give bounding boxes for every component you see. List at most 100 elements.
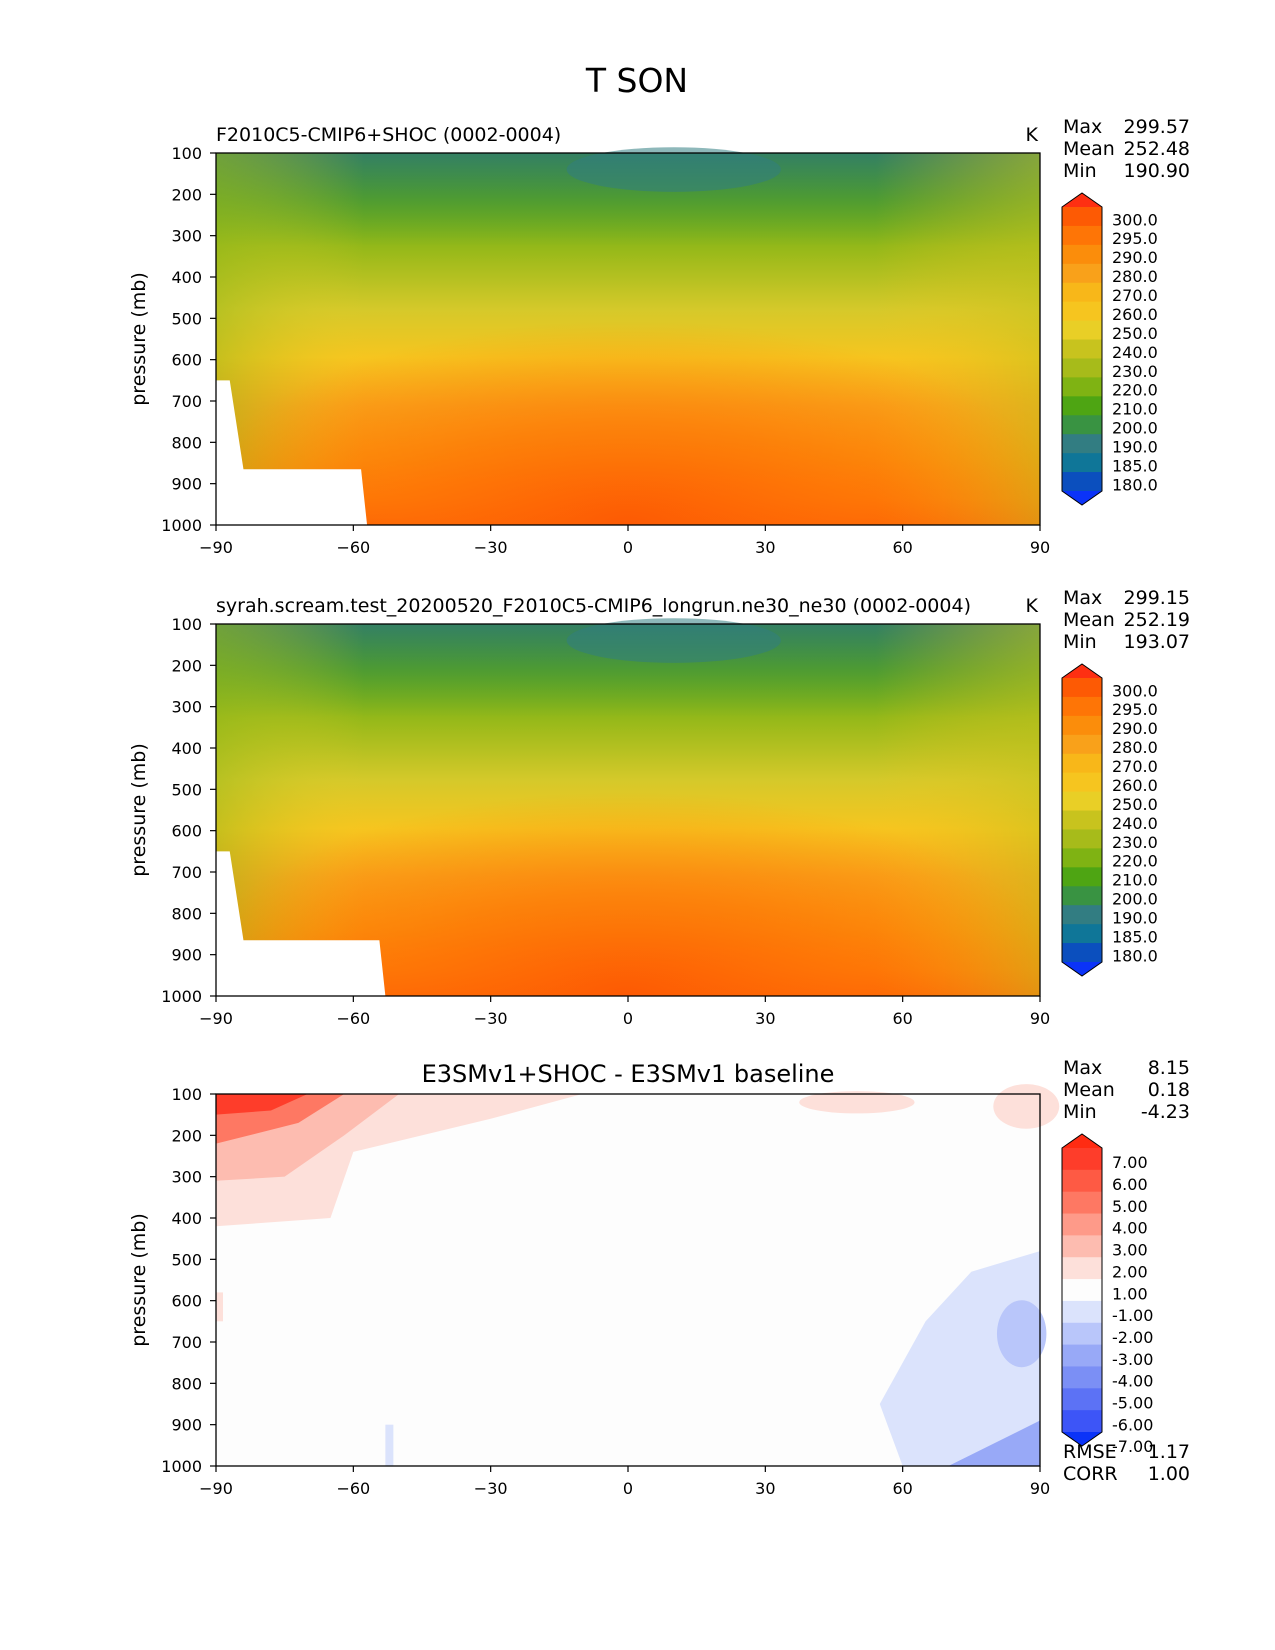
colorbar-segment <box>1062 415 1102 435</box>
colorbar-segment <box>1062 829 1102 849</box>
colorbar-segment <box>1062 207 1102 227</box>
x-tick-label: 90 <box>1030 538 1050 557</box>
units-label: K <box>1026 595 1039 617</box>
colorbar-level: 230.0 <box>1112 362 1158 381</box>
colorbar-segment <box>1062 244 1102 265</box>
units-label: K <box>1026 124 1039 146</box>
colorbar-segment <box>1062 1366 1102 1389</box>
colorbar-level: 270.0 <box>1112 757 1158 776</box>
colorbar-segment <box>1062 734 1102 755</box>
y-tick-label: 400 <box>171 1209 202 1228</box>
chart-panel-2: syrah.scream.test_20200520_F2010C5-CMIP6… <box>128 587 1190 1028</box>
positive-anomaly-north <box>993 1084 1060 1129</box>
colorbar-segment <box>1062 1257 1102 1280</box>
y-tick-label: 200 <box>171 1126 202 1145</box>
colorbar-level: 250.0 <box>1112 795 1158 814</box>
colorbar-segment <box>1062 263 1102 284</box>
chart-panel-3: E3SMv1+SHOC - E3SMv1 baseline10020030040… <box>128 1057 1190 1498</box>
y-tick-label: 400 <box>171 268 202 287</box>
colorbar-segment <box>1062 905 1102 925</box>
x-tick-label: −60 <box>336 538 370 557</box>
colorbar-segment <box>1062 791 1102 812</box>
colorbar-segment <box>1062 943 1102 963</box>
stat-label: Min <box>1063 160 1097 182</box>
y-axis-label: pressure (mb) <box>128 272 150 406</box>
colorbar-level: 190.0 <box>1112 909 1158 928</box>
page-title: T SON <box>585 61 688 100</box>
y-tick-label: 1000 <box>161 516 202 535</box>
colorbar-level: 4.00 <box>1112 1219 1148 1238</box>
colorbar-max-extension <box>1062 1134 1102 1148</box>
colorbar-min-extension <box>1062 1432 1102 1446</box>
colorbar-segment <box>1062 1388 1102 1411</box>
y-tick-label: 900 <box>171 946 202 965</box>
colorbar-level: 200.0 <box>1112 890 1158 909</box>
stat-value: 0.18 <box>1148 1079 1190 1101</box>
y-tick-label: 200 <box>171 185 202 204</box>
colorbar-segment <box>1062 924 1102 944</box>
colorbar-min-extension <box>1062 962 1102 976</box>
x-tick-label: −60 <box>336 1479 370 1498</box>
colorbar-level: 1.00 <box>1112 1284 1148 1303</box>
negative-anomaly-light <box>879 1251 1040 1466</box>
stat-label: Mean <box>1063 1079 1115 1101</box>
colorbar-max-extension <box>1062 193 1102 207</box>
colorbar-segment <box>1062 753 1102 774</box>
colorbar-level: -1.00 <box>1112 1306 1153 1325</box>
stat-label: Mean <box>1063 138 1115 160</box>
colorbar-level: 3.00 <box>1112 1241 1148 1260</box>
colorbar-level: 290.0 <box>1112 248 1158 267</box>
colorbar-segment <box>1062 696 1102 717</box>
y-tick-label: 100 <box>171 144 202 163</box>
y-tick-label: 600 <box>171 351 202 370</box>
colorbar-level: 240.0 <box>1112 343 1158 362</box>
negative-anomaly-surface <box>948 1420 1040 1466</box>
colorbar-level: 180.0 <box>1112 946 1158 965</box>
colorbar-level: 210.0 <box>1112 400 1158 419</box>
colorbar-level: -4.00 <box>1112 1372 1153 1391</box>
y-tick-label: 1000 <box>161 987 202 1006</box>
colorbar-outline <box>1061 1133 1103 1447</box>
colorbar-level: -5.00 <box>1112 1394 1153 1413</box>
stat-label: Max <box>1063 116 1102 138</box>
x-tick-label: 0 <box>623 1009 633 1028</box>
tropical-warm-core <box>216 153 1040 525</box>
colorbar-level: 190.0 <box>1112 438 1158 457</box>
stat-label: Min <box>1063 631 1097 653</box>
y-tick-label: 400 <box>171 739 202 758</box>
y-tick-label: 1000 <box>161 1457 202 1476</box>
colorbar-level: 185.0 <box>1112 456 1158 475</box>
panel-title: F2010C5-CMIP6+SHOC (0002-0004) <box>216 124 561 146</box>
x-tick-label: −30 <box>474 1479 508 1498</box>
positive-anomaly-edge <box>216 1292 223 1322</box>
y-tick-label: 600 <box>171 822 202 841</box>
colorbar-level: 230.0 <box>1112 833 1158 852</box>
stat-value: -4.23 <box>1141 1101 1190 1123</box>
colorbar-segment <box>1062 472 1102 492</box>
y-tick-label: 300 <box>171 227 202 246</box>
x-tick-label: −90 <box>199 538 233 557</box>
error-stat-label: RMSE <box>1063 1441 1117 1463</box>
y-tick-label: 700 <box>171 392 202 411</box>
colorbar-max-extension <box>1062 664 1102 678</box>
colorbar-min-extension <box>1062 491 1102 505</box>
colorbar-level: -7.00 <box>1112 1437 1153 1456</box>
colorbar-level: 300.0 <box>1112 210 1158 229</box>
colorbar-level: 2.00 <box>1112 1262 1148 1281</box>
y-axis-label: pressure (mb) <box>128 1213 150 1347</box>
stat-value: 252.48 <box>1124 138 1190 160</box>
colorbar-level: 220.0 <box>1112 381 1158 400</box>
colorbar-level: -6.00 <box>1112 1415 1153 1434</box>
positive-anomaly-right <box>799 1091 915 1114</box>
y-tick-label: 300 <box>171 698 202 717</box>
colorbar-segment <box>1062 225 1102 246</box>
x-tick-label: 60 <box>892 1009 912 1028</box>
x-tick-label: −90 <box>199 1009 233 1028</box>
stat-value: 299.57 <box>1124 116 1190 138</box>
colorbar-level: 250.0 <box>1112 324 1158 343</box>
colorbar-segment <box>1062 453 1102 473</box>
colorbar-level: 240.0 <box>1112 814 1158 833</box>
y-tick-label: 300 <box>171 1168 202 1187</box>
colorbar-outline <box>1061 192 1103 506</box>
chart-panel-1: F2010C5-CMIP6+SHOC (0002-0004) K 100 200 300… <box>128 116 1190 557</box>
